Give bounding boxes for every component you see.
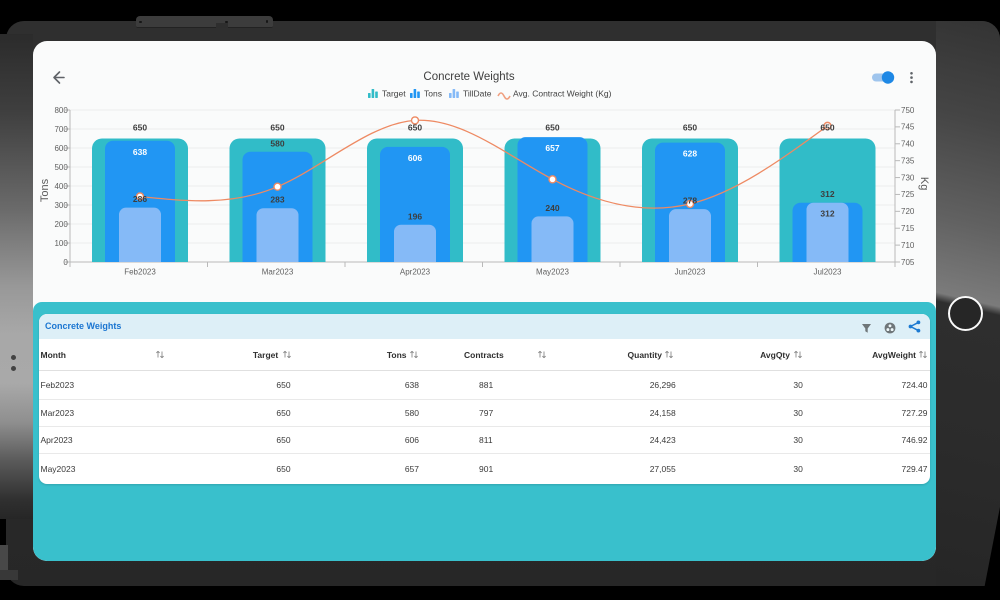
svg-text:Avg. Contract Weight (Kg): Avg. Contract Weight (Kg) <box>513 89 612 99</box>
svg-text:600: 600 <box>54 144 68 153</box>
svg-text:735: 735 <box>901 156 915 165</box>
svg-text:Concrete Weights: Concrete Weights <box>423 71 514 83</box>
svg-text:Jun2023: Jun2023 <box>675 268 706 277</box>
svg-text:400: 400 <box>54 182 68 191</box>
svg-text:800: 800 <box>54 106 68 115</box>
svg-text:Tons: Tons <box>424 89 442 99</box>
svg-text:Mar2023: Mar2023 <box>262 268 294 277</box>
svg-text:650: 650 <box>270 123 284 133</box>
svg-text:606: 606 <box>408 153 422 163</box>
svg-text:240: 240 <box>545 203 559 213</box>
svg-text:Tons: Tons <box>39 178 51 202</box>
svg-text:650: 650 <box>820 123 834 133</box>
svg-text:650: 650 <box>408 123 422 133</box>
svg-text:650: 650 <box>545 123 559 133</box>
svg-text:628: 628 <box>683 149 697 159</box>
svg-text:657: 657 <box>545 143 559 153</box>
svg-text:720: 720 <box>901 207 915 216</box>
svg-text:0: 0 <box>63 258 68 267</box>
svg-text:580: 580 <box>270 138 284 148</box>
svg-text:715: 715 <box>901 224 915 233</box>
svg-text:300: 300 <box>54 201 68 210</box>
svg-text:705: 705 <box>901 258 915 267</box>
svg-text:650: 650 <box>133 123 147 133</box>
svg-text:710: 710 <box>901 241 915 250</box>
svg-text:Target: Target <box>382 89 406 99</box>
svg-text:730: 730 <box>901 173 915 182</box>
svg-text:700: 700 <box>54 125 68 134</box>
svg-text:286: 286 <box>133 194 147 204</box>
svg-text:500: 500 <box>54 163 68 172</box>
svg-text:312: 312 <box>820 189 834 199</box>
svg-text:Kg: Kg <box>918 177 930 190</box>
svg-text:TillDate: TillDate <box>463 89 492 99</box>
svg-text:Apr2023: Apr2023 <box>400 268 431 277</box>
svg-text:Jul2023: Jul2023 <box>813 268 842 277</box>
svg-text:196: 196 <box>408 211 422 221</box>
svg-text:278: 278 <box>683 196 697 206</box>
svg-text:650: 650 <box>683 123 697 133</box>
svg-text:Feb2023: Feb2023 <box>124 268 156 277</box>
svg-text:200: 200 <box>54 220 68 229</box>
svg-text:100: 100 <box>54 239 68 248</box>
svg-text:725: 725 <box>901 190 915 199</box>
svg-text:312: 312 <box>820 209 834 219</box>
svg-text:740: 740 <box>901 140 915 149</box>
svg-text:283: 283 <box>270 195 284 205</box>
svg-text:745: 745 <box>901 123 915 132</box>
svg-text:750: 750 <box>901 106 915 115</box>
svg-text:May2023: May2023 <box>536 268 569 277</box>
svg-text:638: 638 <box>133 147 147 157</box>
